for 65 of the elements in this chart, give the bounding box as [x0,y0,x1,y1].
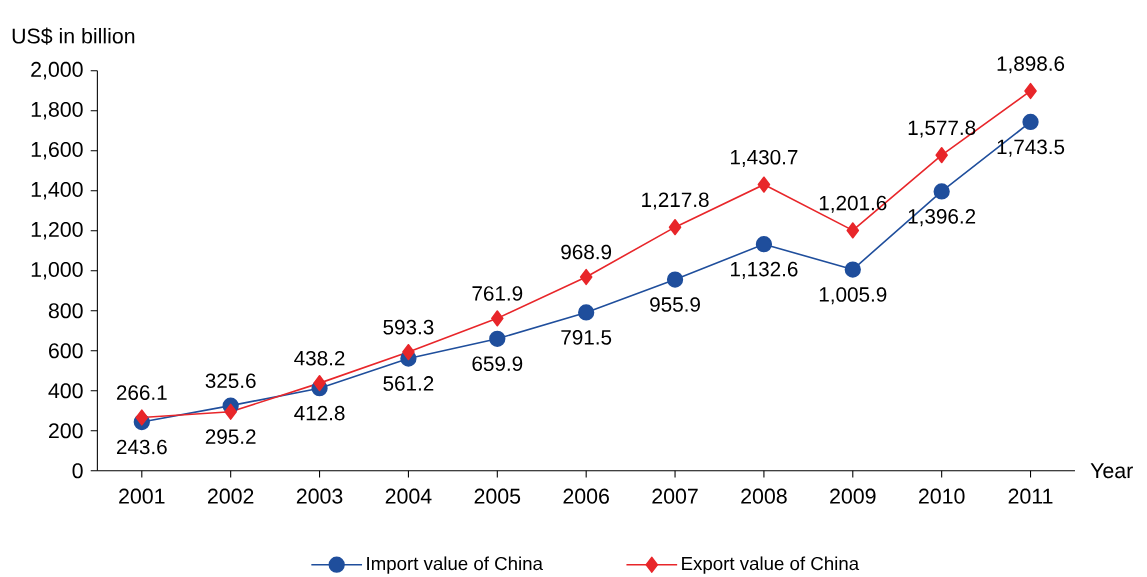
x-tick-label: 2001 [119,488,165,504]
point [1022,113,1039,130]
y-tick-label: 1,400 [31,181,83,200]
point [666,271,684,288]
point [489,330,506,347]
point [757,176,771,193]
data-label: 1,577.8 [908,120,976,138]
point [933,183,950,200]
x-tick-label: 2010 [919,488,965,504]
data-label: 438.2 [294,350,345,366]
y-tick-label: 200 [49,423,83,439]
x-tick-label: 2002 [208,488,254,504]
y-tick-label: 800 [48,302,83,319]
data-label: 1,201.6 [819,195,887,213]
data-label: 1,132.6 [731,261,798,279]
data-label: 1,898.6 [997,56,1065,74]
y-tick-label: 400 [48,382,83,399]
y-tick-label: 1,800 [31,101,83,120]
y-tick-label: 2,000 [31,61,83,80]
point [1024,82,1037,99]
x-tick-label: 2008 [741,488,787,504]
data-label: 295.2 [205,429,256,444]
data-label: 1,005.9 [819,286,887,304]
x-tick-label: 2005 [474,488,521,504]
point [846,222,860,239]
x-tick-label: 2004 [385,488,432,504]
data-label: 761.9 [472,285,523,301]
y-axis-title: US$ in billion [12,27,135,45]
x-tick-label: 2006 [563,488,609,504]
data-label: 659.9 [472,356,523,371]
point [491,310,504,327]
data-label: 561.2 [383,375,434,391]
point [844,261,861,278]
data-label: 593.3 [383,319,434,335]
legend-label: Import value of China [367,556,543,574]
x-axis-title: Year [1090,463,1133,478]
point [313,374,326,392]
x-tick-label: 2011 [1008,488,1053,504]
y-tick-label: 1,200 [31,221,83,240]
legend-label: Export value of China [682,556,860,574]
x-tick-label: 2003 [296,488,343,504]
y-tick-label: 1,600 [31,141,83,160]
point [135,409,149,426]
point [579,268,593,285]
data-label: 1,217.8 [642,192,709,210]
data-label: 412.8 [294,405,345,421]
data-label: 968.9 [561,244,612,260]
point [224,403,237,420]
data-label: 325.6 [205,373,256,388]
data-label: 1,743.5 [997,139,1065,157]
data-label: 955.9 [650,296,700,312]
point [402,343,415,360]
y-tick-label: 1,000 [31,261,83,280]
data-label: 791.5 [561,329,612,345]
point [935,146,948,164]
data-label: 1,430.7 [731,149,798,167]
y-tick-label: 600 [49,342,83,359]
x-tick-label: 2007 [652,488,698,504]
point [755,235,773,253]
point [668,218,682,236]
x-tick-label: 2009 [830,488,876,504]
data-label: 266.1 [116,385,167,400]
data-label: 243.6 [116,439,167,455]
y-tick-label: 0 [72,463,83,479]
point [578,304,595,321]
